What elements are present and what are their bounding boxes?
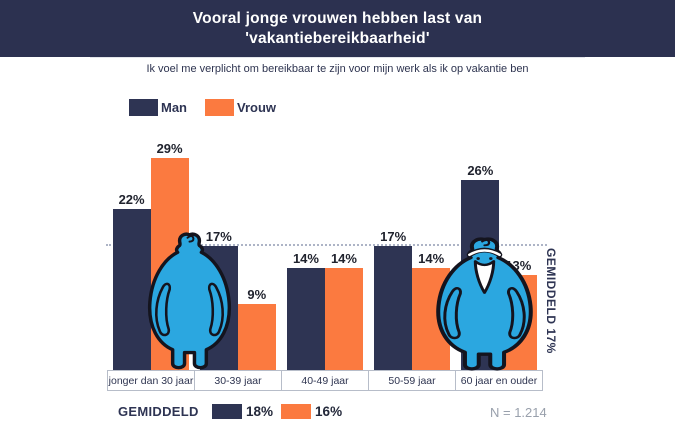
footer-average-man: 18: [246, 404, 273, 419]
bar-value-man: 26: [467, 163, 493, 178]
legend-label-man: Man: [161, 100, 187, 115]
page-title-line-1: Vooral jonge vrouwen hebben last van: [192, 9, 483, 27]
bar-man: [286, 268, 325, 370]
bar-value-vrouw: 9: [247, 287, 266, 302]
footer-average-label: GEMIDDELD: [118, 404, 199, 419]
mascot-bearded-person-icon: [427, 233, 542, 375]
category-label: 50-59 jaar: [369, 371, 456, 390]
bar-vrouw: [237, 304, 276, 370]
page-title-line-2: 'vakantiebereikbaarheid': [245, 29, 430, 47]
header: Vooral jonge vrouwen hebben last van 'va…: [0, 0, 675, 57]
category-axis: jonger dan 30 jaar 30-39 jaar 40-49 jaar…: [107, 370, 543, 391]
bar-vrouw: [324, 268, 363, 370]
bar-group-40-49: 14 14: [281, 251, 368, 370]
category-label: 40-49 jaar: [282, 371, 369, 390]
sample-size: N = 1.214: [490, 405, 547, 420]
bar-man: [112, 209, 151, 370]
average-line-label: GEMIDDELD 17%: [544, 248, 558, 354]
average-line: [106, 244, 547, 246]
footer-swatch-man: [212, 404, 242, 419]
header-divider: [90, 57, 585, 58]
footer-average-vrouw: 16: [315, 404, 342, 419]
bar-man: [374, 246, 413, 370]
bar-value-vrouw: 29: [157, 141, 183, 156]
footer-average-legend: GEMIDDELD 18 16: [118, 404, 350, 419]
category-label: jonger dan 30 jaar: [108, 371, 195, 390]
category-label: 60 jaar en ouder: [460, 374, 538, 387]
legend-swatch-man: [129, 99, 158, 116]
bar-group-50-59: 17 14: [369, 229, 456, 370]
bar-value-man: 17: [206, 229, 232, 244]
category-label: 30-39 jaar: [195, 371, 282, 390]
bar-value-man: 22: [119, 192, 145, 207]
bar-value-vrouw: 14: [331, 251, 357, 266]
footer-swatch-vrouw: [281, 404, 312, 419]
chart-subtitle: Ik voel me verplicht om bereikbaar te zi…: [146, 63, 529, 75]
bar-value-man: 17: [380, 229, 406, 244]
bar-value-vrouw: 14: [418, 251, 444, 266]
chart-legend: Man Vrouw: [129, 99, 294, 116]
mascot-person-back-icon: [140, 227, 239, 375]
legend-label-vrouw: Vrouw: [237, 100, 277, 115]
legend-swatch-vrouw: [205, 99, 234, 116]
bar-value-man: 14: [293, 251, 319, 266]
